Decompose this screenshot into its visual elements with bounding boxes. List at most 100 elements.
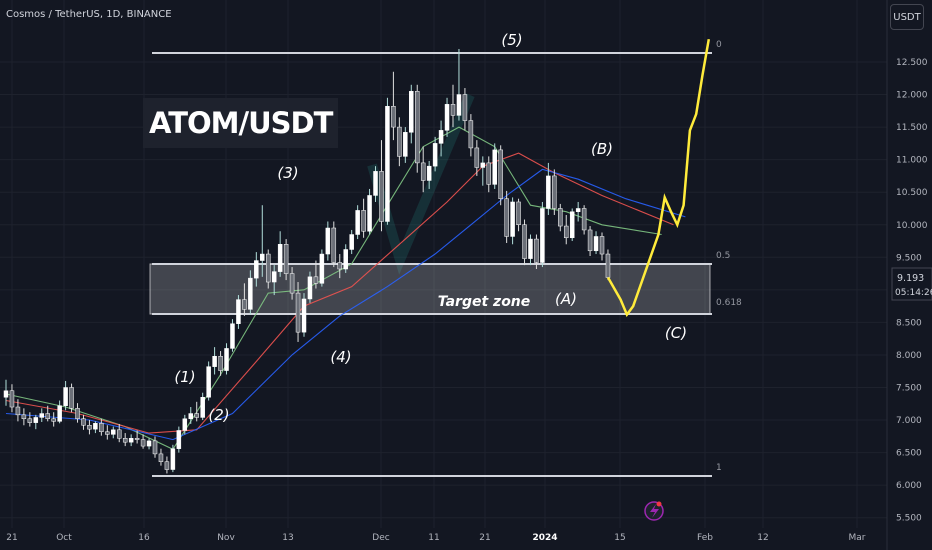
candle-body [510,201,515,237]
wave-label-1: (1) [174,368,195,386]
candle [248,270,253,315]
wave-label-4: (4) [330,348,351,366]
candle-body [116,429,122,439]
candle-body [81,418,86,426]
candle [569,208,575,242]
candle [33,414,39,430]
candle-body [414,91,420,164]
price-tick-label: 11.500 [896,123,928,133]
wave-label-a: (A) [555,290,577,308]
candle [528,234,533,266]
atom-usdt-label: ATOM/USDT [143,98,339,148]
candle [385,97,390,225]
candle-body [15,406,21,416]
price-tick-label: 6.500 [896,449,922,459]
candle [414,84,420,173]
time-tick-label: 12 [757,533,768,543]
candle [587,226,593,256]
candle [194,401,199,422]
candle [474,140,480,176]
candle [391,71,396,141]
candle-body [480,162,486,168]
candle-body [605,253,611,278]
candle [403,127,408,163]
candle [260,205,265,277]
price-tick-label: 8.000 [896,351,922,361]
candle-body [99,423,104,433]
candle [325,221,331,261]
candle [218,351,223,376]
candle-body [122,438,128,443]
candle-body [307,276,313,300]
candle-body [224,348,229,371]
candle [63,380,68,411]
fib-label-0618: 0.618 [716,298,742,308]
candle-body [236,299,241,324]
time-tick-label: Dec [372,533,389,543]
fib-label-0: 0 [716,40,722,50]
candle-body [63,387,68,406]
symbol-header[interactable]: Cosmos / TetherUS, 1D, BINANCE [6,9,172,20]
candle-body [9,390,15,408]
candle [558,203,563,232]
candle-body [456,94,462,116]
candle-body [343,249,348,270]
candle-body [87,425,92,430]
candle [81,414,86,430]
candle [224,343,229,375]
candle [21,408,27,426]
candle-body [188,413,194,419]
candle-body [587,229,593,252]
candle-body [468,120,474,149]
candle [230,319,235,352]
candle-body [75,408,80,419]
candle-body [569,211,575,239]
candle [540,201,545,268]
candle [140,434,146,449]
time-tick-label: 21 [6,533,17,543]
price-tick-label: 8.500 [896,318,922,328]
candle [575,201,581,222]
candle [271,265,277,296]
candle [426,160,432,189]
candle [498,145,503,206]
time-tick-label: 11 [428,533,439,543]
candle [51,412,56,427]
candle-body [111,429,116,435]
time-tick-label: 2024 [532,533,557,543]
fib-label-05: 0.5 [716,251,730,261]
candle-body [552,175,557,209]
candle [343,244,348,273]
candle-body [218,356,223,371]
time-tick-label: Feb [697,533,713,543]
candle-body [33,417,39,423]
candle [420,146,426,193]
candle-body [474,147,480,168]
candle-body [528,238,533,259]
flash-icon[interactable] [644,501,664,521]
candle [128,434,134,447]
candle-body [45,413,50,419]
time-axis[interactable]: 21 Oct 16 Nov 13 Dec 11 21 2024 15 Feb 12 Mar [6,533,866,543]
candle-body [540,208,545,263]
candle [552,169,557,215]
candle [242,283,247,316]
currency-button[interactable]: USDT [890,4,924,30]
candle [593,231,599,255]
candle-body [385,106,390,222]
candle [349,229,354,255]
candle [534,234,539,270]
candle-body [134,438,140,440]
candle [188,407,194,424]
candle-body [355,210,360,235]
candle [319,249,325,287]
price-tick-label: 9.500 [896,253,922,263]
candle [75,403,80,423]
price-tick-label: 10.000 [896,221,928,231]
candle [212,347,217,375]
moving-average-line [5,168,686,441]
price-tick-label: 10.500 [896,188,928,198]
price-tick-label: 6.000 [896,481,922,491]
price-tag-value: 9.193 [897,273,924,284]
